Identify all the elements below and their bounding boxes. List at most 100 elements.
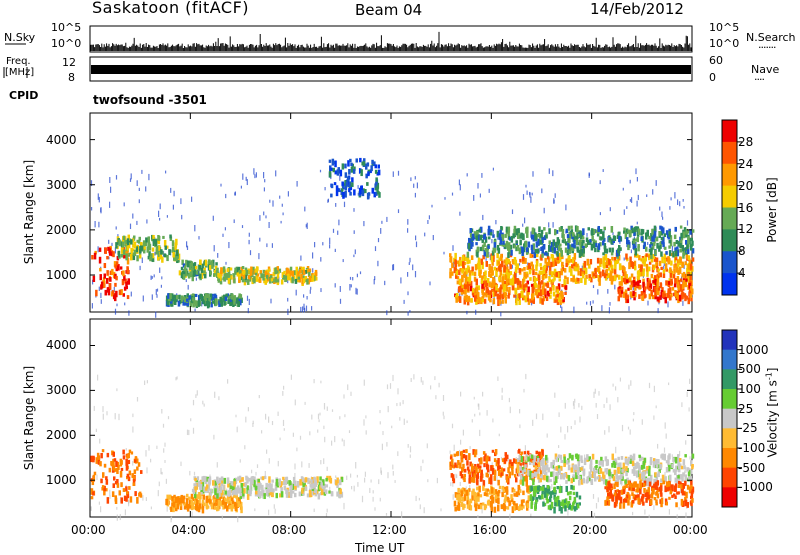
echo-cell [469, 498, 472, 502]
echo-cell [494, 449, 498, 455]
echo-cell [581, 236, 585, 240]
echo-cell [124, 278, 127, 284]
echo-cell [224, 227, 226, 231]
echo-cell [597, 497, 599, 503]
echo-cell [626, 294, 629, 300]
echo-cell [323, 425, 325, 430]
echo-cell [589, 259, 593, 265]
echo-cell [463, 289, 466, 295]
echo-cell [580, 239, 583, 243]
echo-cell [309, 431, 311, 436]
echo-cell [669, 490, 672, 495]
echo-cell [177, 253, 181, 260]
echo-cell [264, 487, 266, 491]
echo-cell [380, 470, 382, 475]
echo-cell [648, 514, 650, 518]
echo-cell [651, 485, 654, 491]
echo-cell [238, 475, 242, 480]
echo-cell [582, 273, 585, 279]
echo-cell [235, 414, 237, 418]
echo-cell [498, 265, 501, 271]
echo-cell [467, 265, 470, 270]
echo-cell [621, 265, 624, 270]
echo-cell [458, 296, 462, 303]
echo-cell [216, 480, 220, 485]
echo-cell [392, 171, 394, 177]
echo-cell [103, 463, 107, 468]
echo-cell [588, 456, 591, 462]
echo-cell [668, 296, 672, 301]
echo-cell [363, 221, 365, 227]
echo-cell [603, 273, 607, 279]
echo-cell [203, 486, 206, 492]
echo-cell [674, 226, 677, 232]
echo-cell [256, 266, 259, 271]
echo-cell [180, 497, 183, 504]
echo-cell [513, 228, 516, 236]
echo-cell [628, 384, 630, 390]
echo-cell [303, 294, 305, 298]
echo-cell [552, 285, 555, 291]
echo-cell [269, 489, 272, 496]
colorbar-segment [722, 408, 737, 429]
echo-cell [469, 461, 472, 467]
echo-cell [264, 278, 267, 285]
ytick-label: 4000 [46, 132, 77, 147]
echo-cell [460, 391, 462, 397]
echo-cell [641, 471, 644, 478]
echo-cell [500, 467, 503, 473]
echo-cell [473, 473, 476, 478]
echo-cell [90, 180, 93, 187]
echo-cell [293, 270, 296, 276]
echo-cell [230, 506, 234, 512]
echo-cell [608, 471, 611, 477]
echo-cell [170, 187, 172, 193]
echo-cell [207, 298, 210, 305]
echo-cell [598, 475, 601, 482]
echo-cell [559, 454, 563, 460]
echo-cell [295, 266, 298, 274]
echo-cell [396, 403, 398, 407]
echo-cell [268, 222, 270, 229]
echo-cell [600, 476, 604, 482]
echo-cell [169, 234, 172, 239]
echo-cell [208, 259, 211, 265]
echo-cell [477, 234, 480, 241]
echo-cell [665, 230, 669, 235]
echo-cell [306, 278, 309, 285]
echo-cell [674, 456, 678, 464]
echo-cell [484, 248, 488, 252]
echo-cell [379, 410, 381, 414]
echo-cell [460, 474, 464, 479]
echo-cell [357, 192, 359, 196]
echo-cell [127, 459, 131, 465]
echo-cell [397, 451, 399, 457]
echo-cell [550, 242, 554, 248]
echo-cell [633, 239, 636, 246]
echo-cell [261, 476, 265, 481]
echo-cell [510, 461, 514, 466]
echo-cell [613, 462, 617, 469]
echo-cell [567, 426, 569, 433]
echo-cell [333, 182, 337, 186]
echo-cell [476, 246, 480, 253]
echo-cell [207, 497, 211, 503]
echo-cell [588, 173, 590, 176]
echo-cell [198, 492, 201, 499]
echo-cell [535, 491, 537, 498]
echo-cell [187, 284, 189, 290]
echo-cell [523, 468, 526, 473]
echo-cell [122, 455, 126, 460]
echo-cell [685, 466, 687, 473]
echo-cell [496, 476, 498, 482]
echo-cell [100, 292, 102, 299]
echo-cell [592, 285, 595, 289]
echo-cell [449, 450, 451, 454]
echo-cell [500, 260, 504, 268]
echo-cell [553, 257, 557, 262]
echo-cell [558, 486, 562, 494]
echo-cell [503, 259, 507, 264]
echo-cell [664, 263, 668, 270]
